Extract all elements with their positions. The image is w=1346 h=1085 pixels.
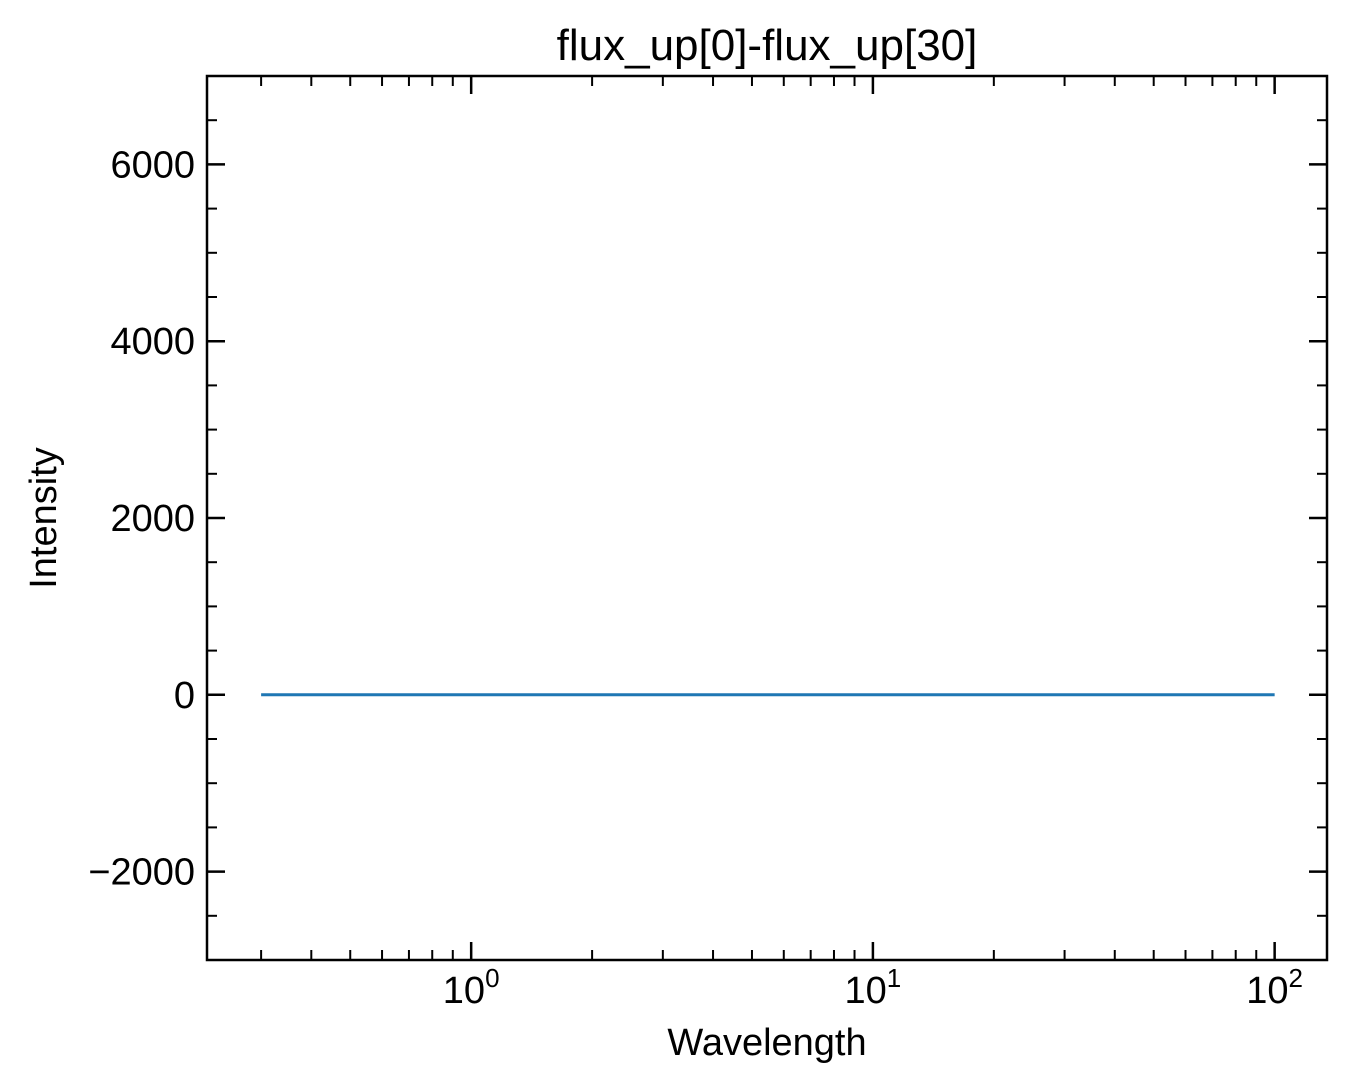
x-tick-label: 102	[1246, 963, 1303, 1012]
y-tick-label: 4000	[110, 321, 195, 363]
plot-frame	[205, 74, 1329, 962]
tick-marks	[207, 75, 1327, 961]
y-tick-label: 6000	[110, 144, 195, 186]
chart-title: flux_up[0]-flux_up[30]	[557, 21, 978, 70]
y-tick-label: 2000	[110, 498, 195, 540]
x-tick-label: 100	[443, 963, 500, 1012]
tick-labels: 100 101 102 −2000 0 2000 4000 6000	[88, 144, 1303, 1012]
y-tick-label: 0	[174, 675, 195, 717]
x-axis-label: Wavelength	[667, 1022, 866, 1064]
x-tick-label: 101	[845, 963, 902, 1012]
y-axis-label: Intensity	[23, 447, 65, 589]
y-tick-label: −2000	[88, 852, 195, 894]
